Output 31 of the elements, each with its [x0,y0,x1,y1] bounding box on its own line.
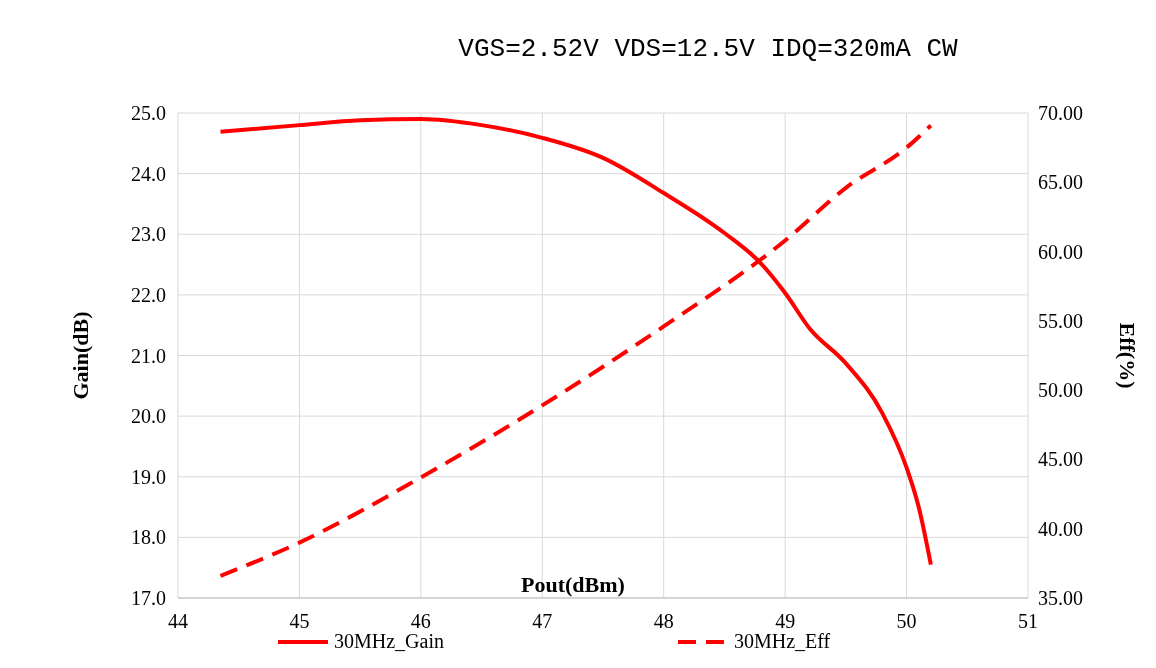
y2-tick-label: 50.00 [1038,379,1083,402]
y-tick-label: 23.0 [131,223,166,246]
y-tick-label: 18.0 [131,526,166,549]
y2-tick-label: 65.00 [1038,171,1083,194]
x-axis-title: Pout(dBm) [521,572,625,597]
x-tick-label: 49 [775,610,796,632]
legend-label: 30MHz_Gain [334,630,444,652]
y-tick-label: 17.0 [131,587,166,609]
y2-tick-label: 40.00 [1038,517,1083,540]
y2-axis-title: Eff(%) [1115,322,1140,389]
y-tick-label: 20.0 [131,405,166,428]
y-tick-label: 25.0 [131,102,166,124]
chart-title: VGS=2.52V VDS=12.5V IDQ=320mA CW [458,34,959,64]
y2-tick-label: 70.00 [1038,102,1083,124]
y-tick-label: 22.0 [131,283,166,306]
x-tick-label: 51 [1018,610,1038,632]
x-tick-label: 47 [532,610,553,632]
y2-tick-label: 35.00 [1038,587,1083,609]
y-tick-label: 24.0 [131,162,166,185]
y2-tick-label: 55.00 [1038,309,1083,332]
x-tick-label: 44 [168,610,188,632]
y2-tick-label: 60.00 [1038,240,1083,263]
x-tick-label: 48 [653,610,674,632]
y2-tick-label: 45.00 [1038,448,1083,471]
y-axis-title: Gain(dB) [68,311,93,400]
y-tick-label: 19.0 [131,465,166,488]
y-tick-label: 21.0 [131,344,166,367]
x-tick-label: 45 [289,610,310,632]
x-tick-label: 46 [410,610,431,632]
legend-label: 30MHz_Eff [734,630,831,652]
x-tick-label: 50 [896,610,917,632]
